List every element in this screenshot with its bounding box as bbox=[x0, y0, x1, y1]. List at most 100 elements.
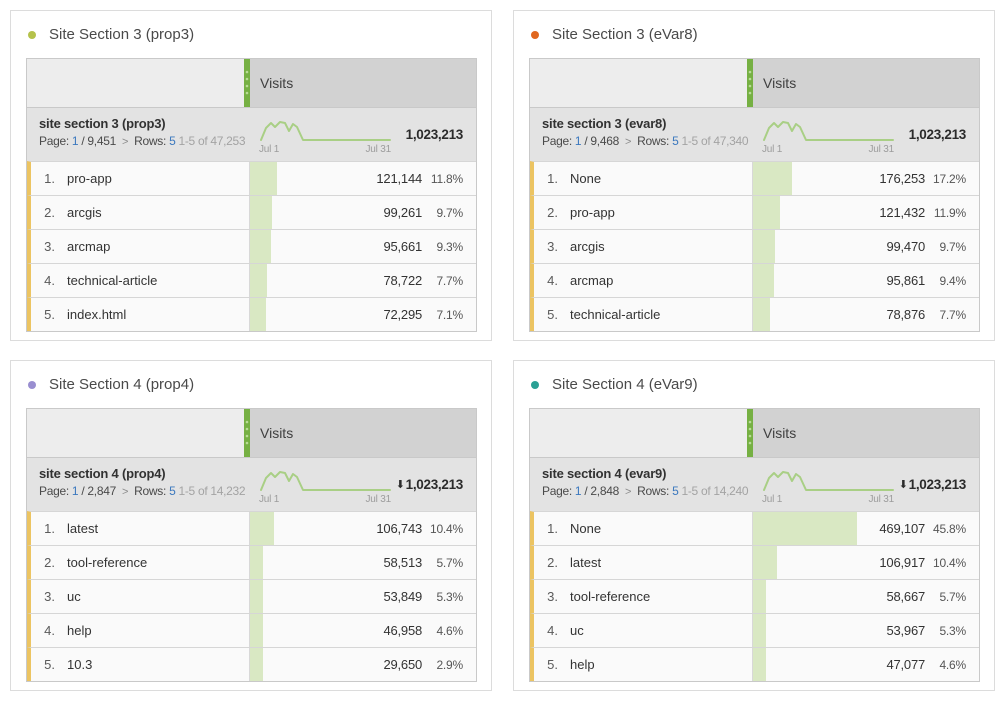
table-row[interactable]: 1. pro-app 121,144 11.8% bbox=[27, 161, 476, 195]
spark-start-label: Jul 1 bbox=[762, 143, 783, 155]
row-name[interactable]: tool-reference bbox=[570, 589, 651, 604]
table-row[interactable]: 4. help 46,958 4.6% bbox=[27, 613, 476, 647]
visits-sparkline: Jul 1 Jul 31 bbox=[760, 112, 896, 158]
row-value: 176,253 bbox=[879, 171, 925, 186]
column-drag-handle-icon[interactable] bbox=[747, 409, 753, 457]
panel-header: Site Section 4 (eVar9) bbox=[529, 361, 980, 408]
panel-header: Site Section 3 (eVar8) bbox=[529, 11, 980, 58]
totals-row: site section 3 (evar8) Page: 1 / 9,468 >… bbox=[530, 107, 979, 161]
table-row[interactable]: 1. None 176,253 17.2% bbox=[530, 161, 979, 195]
visits-bar bbox=[753, 512, 857, 545]
page-number-link[interactable]: 1 bbox=[574, 134, 582, 148]
spark-start-label: Jul 1 bbox=[762, 493, 783, 505]
page-number-link[interactable]: 1 bbox=[574, 484, 582, 498]
table-row[interactable]: 2. pro-app 121,432 11.9% bbox=[530, 195, 979, 229]
row-percent: 7.7% bbox=[939, 307, 966, 322]
table-row[interactable]: 5. index.html 72,295 7.1% bbox=[27, 297, 476, 331]
row-name[interactable]: uc bbox=[570, 623, 584, 638]
next-page-chevron-icon[interactable]: > bbox=[122, 486, 129, 498]
row-name[interactable]: None bbox=[570, 521, 602, 536]
row-name[interactable]: index.html bbox=[67, 307, 127, 322]
row-rank: 1. bbox=[547, 171, 558, 186]
table-header-row: Visits bbox=[530, 59, 979, 107]
row-percent: 5.3% bbox=[436, 589, 463, 604]
row-percent: 5.7% bbox=[436, 555, 463, 570]
row-name[interactable]: uc bbox=[67, 589, 81, 604]
table-row[interactable]: 2. arcgis 99,261 9.7% bbox=[27, 195, 476, 229]
column-drag-handle-icon[interactable] bbox=[747, 59, 753, 107]
row-name[interactable]: arcgis bbox=[67, 205, 102, 220]
next-page-chevron-icon[interactable]: > bbox=[625, 136, 632, 148]
row-name[interactable]: arcgis bbox=[570, 239, 605, 254]
table-row[interactable]: 4. technical-article 78,722 7.7% bbox=[27, 263, 476, 297]
row-value: 53,849 bbox=[383, 589, 422, 604]
column-header-visits[interactable]: Visits bbox=[250, 409, 476, 457]
page-number-link[interactable]: 1 bbox=[71, 134, 79, 148]
row-name[interactable]: technical-article bbox=[570, 307, 661, 322]
visits-bar bbox=[250, 546, 263, 579]
column-header-visits[interactable]: Visits bbox=[250, 59, 476, 107]
table-row[interactable]: 3. uc 53,849 5.3% bbox=[27, 579, 476, 613]
table-row[interactable]: 4. arcmap 95,861 9.4% bbox=[530, 263, 979, 297]
row-value: 58,667 bbox=[886, 589, 925, 604]
report-panel-prop4: Site Section 4 (prop4) Visits site secti… bbox=[10, 360, 492, 691]
column-header-visits[interactable]: Visits bbox=[753, 59, 979, 107]
column-header-visits[interactable]: Visits bbox=[753, 409, 979, 457]
next-page-chevron-icon[interactable]: > bbox=[122, 136, 129, 148]
row-percent: 45.8% bbox=[932, 521, 966, 536]
row-value: 53,967 bbox=[886, 623, 925, 638]
table-row[interactable]: 5. 10.3 29,650 2.9% bbox=[27, 647, 476, 681]
row-rank: 4. bbox=[44, 623, 55, 638]
panel-header: Site Section 4 (prop4) bbox=[26, 361, 477, 408]
row-name[interactable]: help bbox=[67, 623, 92, 638]
totals-row: site section 3 (prop3) Page: 1 / 9,451 >… bbox=[27, 107, 476, 161]
row-name[interactable]: help bbox=[570, 657, 595, 672]
pagination-bar: Page: 1 / 2,847 > Rows: 5 1-5 of 14,232 bbox=[39, 484, 249, 498]
panel-title: Site Section 3 (prop3) bbox=[49, 26, 195, 43]
row-name[interactable]: tool-reference bbox=[67, 555, 148, 570]
row-name[interactable]: 10.3 bbox=[67, 657, 93, 672]
row-rank: 5. bbox=[44, 657, 55, 672]
column-drag-handle-icon[interactable] bbox=[244, 409, 250, 457]
table-row[interactable]: 2. tool-reference 58,513 5.7% bbox=[27, 545, 476, 579]
page-total: / 9,468 bbox=[584, 134, 619, 148]
row-name[interactable]: latest bbox=[67, 521, 99, 536]
report-bullet-icon bbox=[28, 30, 36, 39]
table-row[interactable]: 5. technical-article 78,876 7.7% bbox=[530, 297, 979, 331]
data-table: Visits site section 4 (evar9) Page: 1 / … bbox=[529, 408, 980, 682]
row-name[interactable]: pro-app bbox=[570, 205, 615, 220]
visits-sparkline: Jul 1 Jul 31 bbox=[257, 462, 393, 508]
row-name[interactable]: None bbox=[570, 171, 602, 186]
row-percent: 4.6% bbox=[939, 657, 966, 672]
report-panel-prop3: Site Section 3 (prop3) Visits site secti… bbox=[10, 10, 492, 341]
total-visits: ⬇ 1,023,213 bbox=[395, 477, 464, 492]
table-row[interactable]: 3. tool-reference 58,667 5.7% bbox=[530, 579, 979, 613]
rows-count-link[interactable]: 5 bbox=[672, 134, 679, 148]
visits-bar bbox=[250, 264, 268, 297]
rows-count-link[interactable]: 5 bbox=[169, 134, 176, 148]
row-name[interactable]: pro-app bbox=[67, 171, 112, 186]
row-name[interactable]: latest bbox=[570, 555, 602, 570]
rows-label: Rows: bbox=[637, 484, 670, 498]
rows-count-link[interactable]: 5 bbox=[672, 484, 679, 498]
row-percent: 7.1% bbox=[436, 307, 463, 322]
column-drag-handle-icon[interactable] bbox=[244, 59, 250, 107]
next-page-chevron-icon[interactable]: > bbox=[625, 486, 632, 498]
page-number-link[interactable]: 1 bbox=[71, 484, 79, 498]
table-row[interactable]: 2. latest 106,917 10.4% bbox=[530, 545, 979, 579]
row-name[interactable]: technical-article bbox=[67, 273, 158, 288]
row-name[interactable]: arcmap bbox=[67, 239, 111, 254]
page-total: / 2,847 bbox=[81, 484, 116, 498]
table-row[interactable]: 1. latest 106,743 10.4% bbox=[27, 511, 476, 545]
rows-label: Rows: bbox=[134, 134, 167, 148]
report-bullet-icon bbox=[531, 380, 539, 389]
table-row[interactable]: 3. arcgis 99,470 9.7% bbox=[530, 229, 979, 263]
table-row[interactable]: 1. None 469,107 45.8% bbox=[530, 511, 979, 545]
table-row[interactable]: 3. arcmap 95,661 9.3% bbox=[27, 229, 476, 263]
row-rank: 2. bbox=[44, 205, 55, 220]
rows-count-link[interactable]: 5 bbox=[169, 484, 176, 498]
table-row[interactable]: 5. help 47,077 4.6% bbox=[530, 647, 979, 681]
table-row[interactable]: 4. uc 53,967 5.3% bbox=[530, 613, 979, 647]
data-table: Visits site section 4 (prop4) Page: 1 / … bbox=[26, 408, 477, 682]
row-name[interactable]: arcmap bbox=[570, 273, 614, 288]
